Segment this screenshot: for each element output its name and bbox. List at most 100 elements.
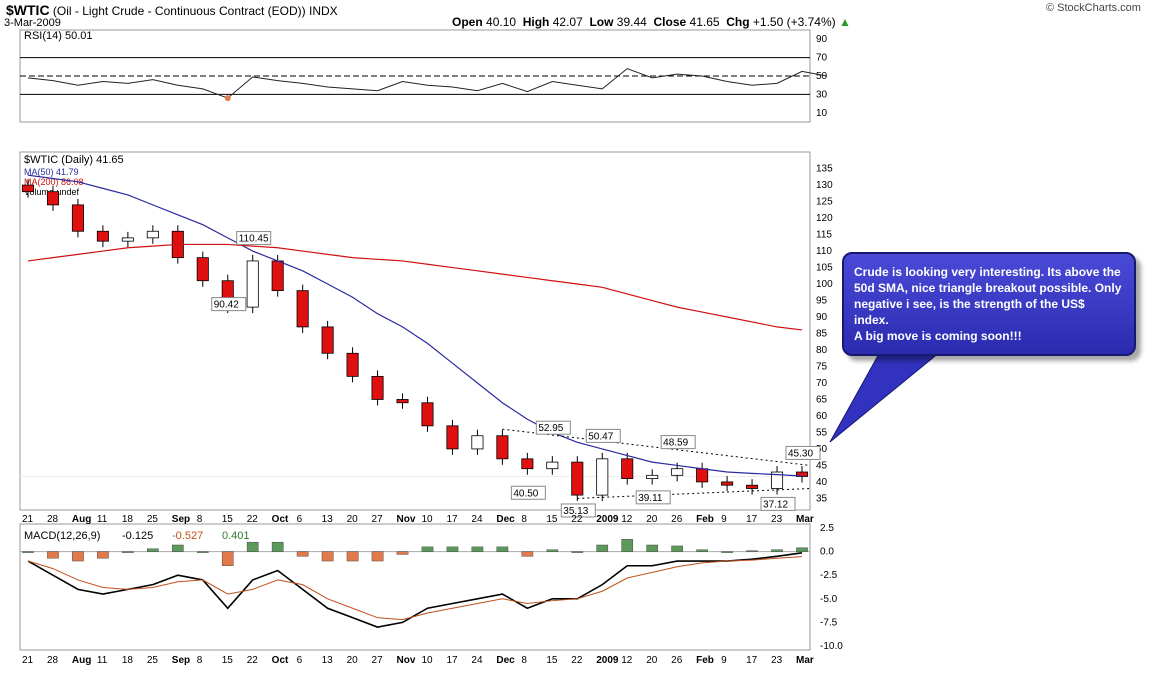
candle-body [696, 468, 709, 483]
price-annotation-label: 110.45 [239, 234, 269, 245]
price-tick-label: 80 [816, 345, 828, 356]
price-annotation-box [785, 445, 821, 460]
instrument-name: (Oil - Light Crude - Continuous Contract… [52, 4, 306, 18]
macd-tick-label: 2.5 [820, 523, 834, 534]
macd-tick-label: -5.0 [820, 594, 838, 605]
up-arrow-icon: ▲ [838, 15, 851, 29]
price-tick-label: 95 [816, 296, 828, 307]
ma50-line [27, 174, 803, 477]
close-label: Close [653, 15, 687, 29]
x-axis-label: 23 [771, 655, 783, 666]
macd-histogram-bar [246, 541, 259, 552]
price-annotation-box [211, 297, 247, 312]
price-legend-item: MA(50) 41.79 [24, 167, 79, 177]
candle-body [96, 230, 109, 242]
candle-body [46, 191, 59, 206]
price-legend-item: MA(200) 86.08 [24, 177, 84, 187]
x-axis-label: 28 [47, 655, 59, 666]
macd-histogram-bar [271, 541, 284, 552]
candle-body [521, 458, 534, 470]
macd-histogram-bar [171, 544, 184, 552]
candle-body [321, 326, 334, 354]
macd-histogram-bar [396, 551, 409, 555]
x-axis-label: 21 [22, 655, 34, 666]
candle-body [746, 484, 759, 489]
macd-histogram-bar [122, 551, 134, 553]
x-axis-label: 10 [421, 655, 433, 666]
x-axis-label: 15 [546, 514, 558, 525]
macd-histogram-bar [221, 551, 234, 566]
price-tick-label: 120 [816, 213, 833, 224]
rsi-line [27, 68, 828, 99]
x-axis-label: 17 [446, 514, 458, 525]
x-axis-label: 17 [446, 655, 458, 666]
x-axis-label: Feb [696, 514, 714, 525]
macd-legend-item: 0.401 [222, 530, 250, 542]
price-title: $WTIC (Daily) 41.65 [24, 154, 124, 166]
candle-body [596, 458, 609, 496]
price-tick-label: 60 [816, 411, 828, 422]
x-axis-label: 25 [147, 655, 159, 666]
x-axis-label: 8 [521, 655, 527, 666]
macd-histogram-bar [296, 551, 309, 557]
rsi-tick-label: 30 [816, 89, 828, 100]
candle-body [196, 257, 209, 282]
macd-histogram-bar [721, 551, 733, 553]
watermark: © StockCharts.com [1046, 2, 1141, 14]
price-tick-label: 40 [816, 477, 828, 488]
callout-pointer [829, 351, 942, 443]
candle-body [471, 435, 484, 450]
macd-histogram-bar [621, 539, 634, 552]
macd-histogram-bar [771, 549, 783, 552]
price-annotation-label: 35.13 [563, 506, 588, 517]
price-annotation-label: 50.47 [588, 431, 613, 442]
macd-histogram-bar [796, 547, 808, 552]
rsi-tick-label: 70 [816, 53, 828, 64]
x-axis-label: 13 [322, 514, 334, 525]
x-axis-label: 18 [122, 514, 134, 525]
macd-histogram-bar [696, 549, 708, 552]
callout-text: Crude is looking very interesting. Its a… [854, 265, 1122, 343]
price-annotation-label: 37.12 [763, 499, 788, 510]
price-annotation-label: 48.59 [663, 438, 688, 449]
x-axis-label: 25 [147, 514, 159, 525]
price-tick-label: 35 [816, 493, 828, 504]
x-axis-label: 8 [197, 655, 203, 666]
x-axis-label: 22 [571, 655, 583, 666]
price-annotation-box [510, 485, 546, 500]
price-tick-label: 105 [816, 263, 833, 274]
macd-histogram-bar [22, 551, 34, 553]
x-axis-label: Feb [696, 655, 714, 666]
low-value: 39.44 [616, 15, 647, 29]
panel-frame [19, 523, 811, 651]
price-annotation-label: 39.11 [638, 493, 663, 504]
macd-histogram-bar [496, 546, 509, 552]
x-axis-label: 12 [621, 655, 633, 666]
price-tick-label: 115 [816, 230, 832, 241]
high-label: High [522, 15, 550, 29]
x-axis-label: Dec [496, 655, 515, 666]
x-axis-label: 21 [22, 514, 34, 525]
price-tick-label: 55 [816, 427, 828, 438]
x-axis-label: Oct [272, 514, 289, 525]
candle-body [246, 260, 259, 308]
macd-histogram-bar [471, 546, 484, 552]
x-axis-label: 15 [222, 655, 234, 666]
candle-body [771, 471, 784, 489]
open-value: 40.10 [486, 15, 517, 29]
macd-histogram-bar [196, 551, 209, 553]
x-axis-label: 22 [247, 655, 259, 666]
price-tick-label: 75 [816, 361, 828, 372]
candle-body [546, 461, 559, 470]
macd-histogram-bar [446, 546, 459, 552]
price-annotation-box [560, 503, 596, 518]
rsi-tick-label: 10 [816, 108, 828, 119]
candle-body [396, 399, 409, 404]
candle-body [671, 468, 684, 476]
macd-histogram-bar [746, 550, 758, 552]
price-tick-label: 50 [816, 444, 828, 455]
x-axis-label: 22 [247, 514, 259, 525]
macd-tick-label: -10.0 [820, 641, 843, 652]
ohlc-readout: Open 40.10 High 42.07 Low 39.44 Close 41… [452, 15, 851, 29]
candle-body [371, 375, 384, 400]
